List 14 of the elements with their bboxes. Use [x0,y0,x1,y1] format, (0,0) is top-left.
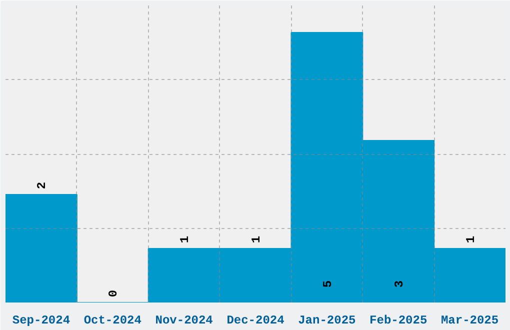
data-label: 2 [35,182,50,190]
x-tick-label: Nov-2024 [155,314,213,328]
x-tick-label: Mar-2025 [440,314,499,328]
x-tick-label: Oct-2024 [84,314,142,328]
x-tick-label: Sep-2024 [12,314,70,328]
data-label: 0 [106,290,121,298]
data-label: 1 [250,236,264,244]
x-tick-label: Dec-2024 [226,314,284,328]
data-label: 5 [320,280,335,288]
x-tick-label: Feb-2025 [370,314,428,328]
data-label: 1 [178,236,192,244]
data-label: 1 [464,236,478,244]
x-tick-label: Jan-2025 [298,314,356,328]
data-label: 3 [392,280,406,288]
